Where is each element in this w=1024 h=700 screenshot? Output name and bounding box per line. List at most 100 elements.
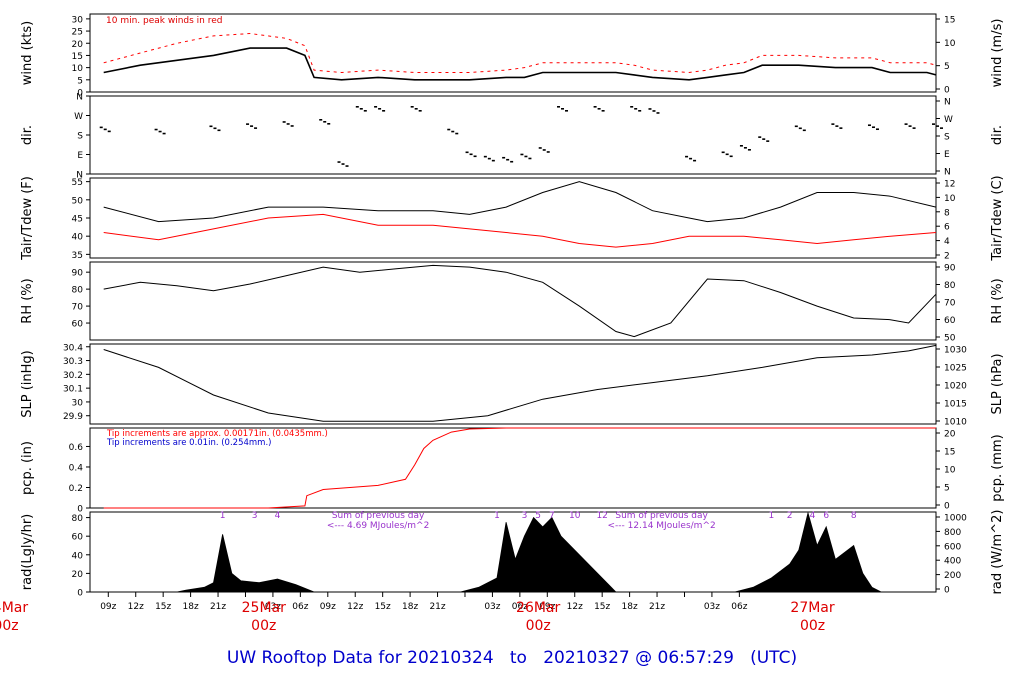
direction-point — [638, 110, 642, 112]
direction-point — [798, 127, 802, 130]
x-day-label: 26Mar — [516, 600, 560, 616]
direction-point — [502, 156, 506, 159]
y-tick-label-right: 10 — [944, 39, 956, 49]
direction-point — [831, 123, 835, 125]
direction-point — [871, 126, 875, 129]
panel-3: 35 40 45 50 55 2 4 6 8 10 12 Tair/Tdew (F) Tair/Tdew… — [20, 175, 1005, 261]
y-tick-label: 30.1 — [63, 385, 83, 395]
hour-mark: 12 — [596, 511, 607, 521]
series-line — [103, 344, 937, 422]
y-tick-label-right: 12 — [944, 180, 955, 190]
direction-point — [747, 149, 751, 151]
y-tick-label: 30 — [72, 15, 84, 25]
direction-point — [839, 127, 843, 129]
direction-point — [250, 125, 254, 127]
direction-point — [561, 108, 565, 110]
y-tick-label-right: E — [944, 150, 950, 160]
y-tick-label-right: 1015 — [944, 400, 967, 410]
y-tick-label-right: 70 — [944, 299, 956, 309]
hour-mark: 8 — [851, 511, 857, 521]
direction-point — [689, 157, 693, 160]
hour-mark: 3 — [522, 511, 528, 521]
direction-point — [473, 155, 477, 158]
direction-point — [766, 140, 770, 142]
x-tick-label: 15z — [594, 602, 610, 612]
panel-1: 0 5 10 15 20 25 30 0 5 10 15 wind (kts) wind (m/s) 10… — [20, 13, 1005, 99]
x-day-hour-label: 00z — [0, 618, 19, 634]
direction-point — [290, 125, 294, 127]
y-axis-label-right: rad (W/m^2) — [990, 510, 1005, 595]
direction-point — [904, 123, 908, 125]
y-tick-label: 20 — [72, 40, 84, 50]
direction-point — [867, 124, 871, 127]
direction-point — [932, 123, 935, 125]
x-tick-label: 06z — [292, 602, 308, 612]
direction-point — [520, 153, 524, 156]
footer-time: 06:57:29 — [657, 648, 734, 668]
x-tick-label: 03z — [704, 602, 720, 612]
y-tick-label-right: 50 — [944, 334, 956, 344]
peak-wind-note: 10 min. peak winds in red — [106, 16, 223, 26]
y-axis-label: wind (kts) — [20, 21, 35, 85]
x-day-label: 25Mar — [242, 600, 286, 616]
hour-mark: 4 — [275, 511, 281, 521]
y-tick-label: W — [74, 112, 83, 122]
y-axis-label: dir. — [20, 125, 35, 145]
direction-point — [99, 126, 103, 129]
hour-mark: 1 — [220, 511, 226, 521]
direction-point — [418, 110, 422, 112]
direction-point — [510, 160, 514, 163]
y-tick-label: 0 — [77, 589, 83, 599]
x-tick-label: 15z — [375, 602, 391, 612]
y-axis-label: Tair/Tdew (F) — [20, 176, 35, 261]
y-tick-label-right: 0 — [944, 86, 950, 96]
direction-point — [524, 155, 528, 158]
x-tick-label: 09z — [320, 602, 336, 612]
direction-point — [410, 106, 414, 108]
y-tick-label: 60 — [72, 320, 84, 330]
direction-point — [158, 130, 162, 133]
footer-start-date: 20210324 — [407, 648, 494, 668]
hour-mark: 2 — [787, 511, 793, 521]
panel-frame — [89, 343, 937, 425]
y-tick-label: 80 — [72, 286, 84, 296]
hour-mark: 5 — [535, 511, 541, 521]
direction-point — [940, 127, 943, 129]
tip-note-2: Tip increments are 0.01in. (0.254mm.) — [106, 438, 271, 448]
x-tick-label: 15z — [155, 602, 171, 612]
x-tick-label: 03z — [265, 602, 281, 612]
y-tick-label: 50 — [72, 196, 84, 206]
x-tick-label: 12z — [347, 602, 363, 612]
y-tick-label: 29.9 — [63, 412, 83, 422]
y-tick-label-right: 15 — [944, 16, 955, 26]
direction-point — [341, 163, 345, 165]
radiation-area — [176, 511, 882, 593]
y-tick-label-right: 0 — [944, 586, 950, 596]
y-tick-label-right: 20 — [944, 430, 956, 440]
y-tick-label: N — [76, 93, 83, 103]
direction-point — [565, 110, 569, 112]
y-tick-label-right: 8 — [944, 208, 950, 218]
y-tick-label-right: 90 — [944, 264, 956, 274]
hour-mark: 3 — [252, 511, 258, 521]
direction-point — [355, 106, 359, 108]
y-tick-label: N — [76, 171, 83, 181]
direction-point — [546, 151, 550, 153]
direction-point — [693, 159, 697, 162]
y-tick-label-right: 6 — [944, 223, 950, 233]
footer-to: to — [509, 648, 527, 668]
y-tick-label: 60 — [72, 533, 84, 543]
direction-point — [597, 108, 601, 110]
hour-mark: 1 — [769, 511, 775, 521]
x-tick-label: 03z — [484, 602, 500, 612]
y-tick-label: 25 — [72, 28, 83, 38]
y-axis-label-right: RH (%) — [990, 278, 1005, 323]
direction-point — [729, 155, 733, 158]
radiation-sum-note: Sum of previous day — [615, 511, 708, 521]
panel-frame — [89, 13, 937, 93]
direction-point — [209, 125, 213, 128]
y-tick-label-right: 5 — [944, 484, 950, 494]
y-tick-label-right: 80 — [944, 281, 956, 291]
y-tick-label-right: 4 — [944, 237, 950, 247]
y-tick-label-right: 2 — [944, 252, 950, 262]
